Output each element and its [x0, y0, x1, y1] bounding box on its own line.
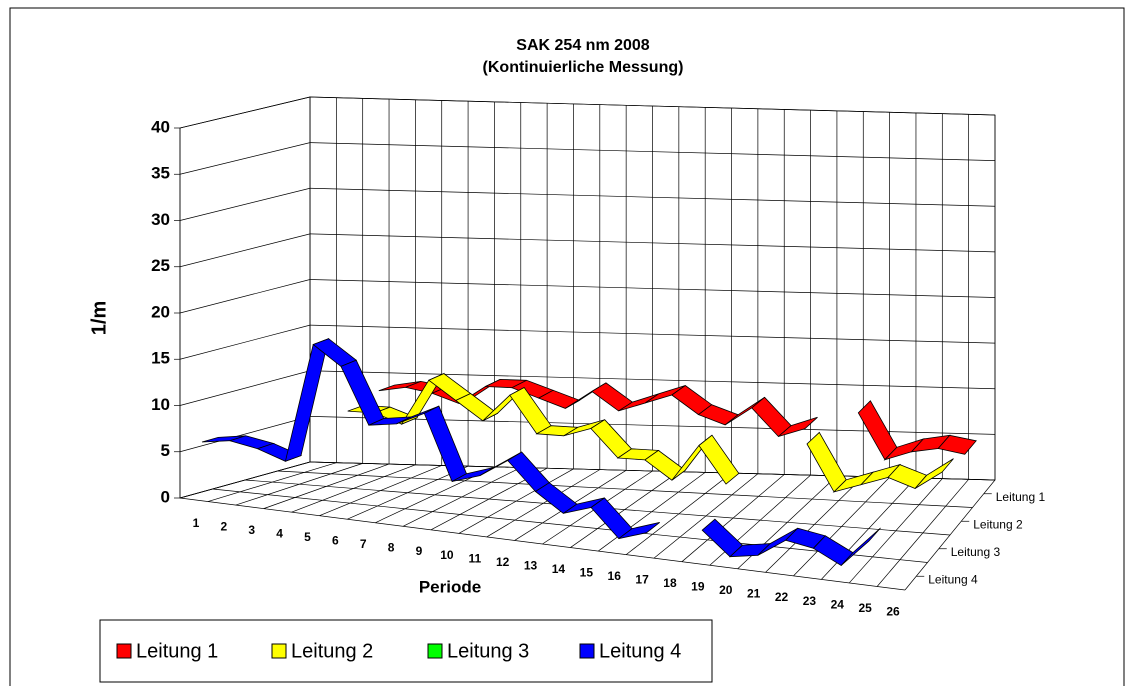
legend-label: Leitung 1 — [136, 640, 218, 662]
ribbon-segment — [590, 497, 633, 540]
x-tick-label: 14 — [552, 562, 566, 576]
depth-label: Leitung 3 — [951, 545, 1001, 559]
ribbon-segment — [937, 434, 977, 455]
grid-line — [179, 324, 311, 360]
x-tick-label: 11 — [468, 551, 481, 565]
ribbon-segment — [840, 527, 881, 566]
legend-swatch — [579, 643, 595, 659]
x-tick-label: 23 — [803, 594, 817, 608]
x-tick-label: 19 — [691, 580, 705, 594]
chart-title: SAK 254 nm 2008 — [516, 37, 650, 54]
chart-subtitle: (Kontinuierliche Messung) — [483, 59, 684, 76]
grid-line — [179, 279, 311, 314]
y-tick-label: 15 — [151, 349, 170, 368]
x-tick-label: 25 — [858, 601, 872, 615]
legend-label: Leitung 3 — [447, 640, 529, 662]
ribbon-segment — [618, 522, 660, 539]
x-tick-label: 5 — [304, 530, 311, 544]
depth-label: Leitung 4 — [928, 572, 978, 586]
x-tick-label: 13 — [524, 558, 538, 572]
legend — [99, 619, 713, 683]
grid-line — [179, 370, 311, 406]
x-tick-label: 21 — [747, 587, 761, 601]
x-tick-label: 6 — [332, 534, 339, 548]
grid-line — [179, 96, 311, 129]
ribbon-segment — [698, 434, 740, 485]
ribbon-segment — [778, 416, 818, 437]
y-tick-label: 25 — [151, 256, 170, 275]
depth-label: Leitung 1 — [996, 490, 1046, 504]
x-tick-label: 10 — [440, 548, 454, 562]
y-tick-label: 40 — [151, 117, 170, 136]
depth-label: Leitung 2 — [973, 517, 1023, 531]
y-axis-label: 1/m — [88, 301, 110, 335]
floor-grid — [179, 497, 906, 591]
floor-grid — [212, 488, 928, 563]
y-tick-label: 30 — [151, 210, 170, 229]
x-tick-label: 20 — [719, 583, 733, 597]
y-tick-label: 0 — [161, 487, 170, 506]
x-tick-label: 2 — [220, 519, 227, 533]
x-tick-label: 4 — [276, 527, 283, 541]
chart-frame — [9, 7, 1125, 686]
x-tick-label: 12 — [496, 555, 510, 569]
x-tick-label: 24 — [831, 597, 845, 611]
x-tick-label: 26 — [886, 604, 900, 618]
grid-line — [179, 142, 311, 175]
x-tick-label: 8 — [388, 541, 395, 555]
grid-line — [179, 416, 311, 453]
x-tick-label: 3 — [248, 523, 255, 537]
legend-swatch — [116, 643, 132, 659]
ribbon-segment — [914, 458, 954, 489]
y-tick-label: 10 — [151, 395, 170, 414]
x-tick-label: 9 — [416, 544, 423, 558]
x-tick-label: 16 — [608, 569, 622, 583]
x-tick-label: 15 — [580, 565, 594, 579]
x-axis-label: Periode — [419, 577, 481, 596]
x-tick-label: 17 — [635, 573, 649, 587]
y-tick-label: 20 — [151, 302, 170, 321]
y-tick-label: 35 — [151, 164, 170, 183]
legend-label: Leitung 4 — [599, 640, 681, 662]
legend-swatch — [271, 643, 287, 659]
floor-grid — [277, 470, 973, 508]
y-tick-label: 5 — [161, 441, 170, 460]
grid-line — [179, 233, 311, 268]
legend-label: Leitung 2 — [291, 640, 373, 662]
x-tick-label: 22 — [775, 590, 789, 604]
grid-line — [179, 187, 311, 221]
x-tick-label: 18 — [663, 576, 677, 590]
x-tick-label: 1 — [193, 516, 200, 530]
legend-swatch — [427, 643, 443, 659]
x-tick-label: 7 — [360, 537, 367, 551]
